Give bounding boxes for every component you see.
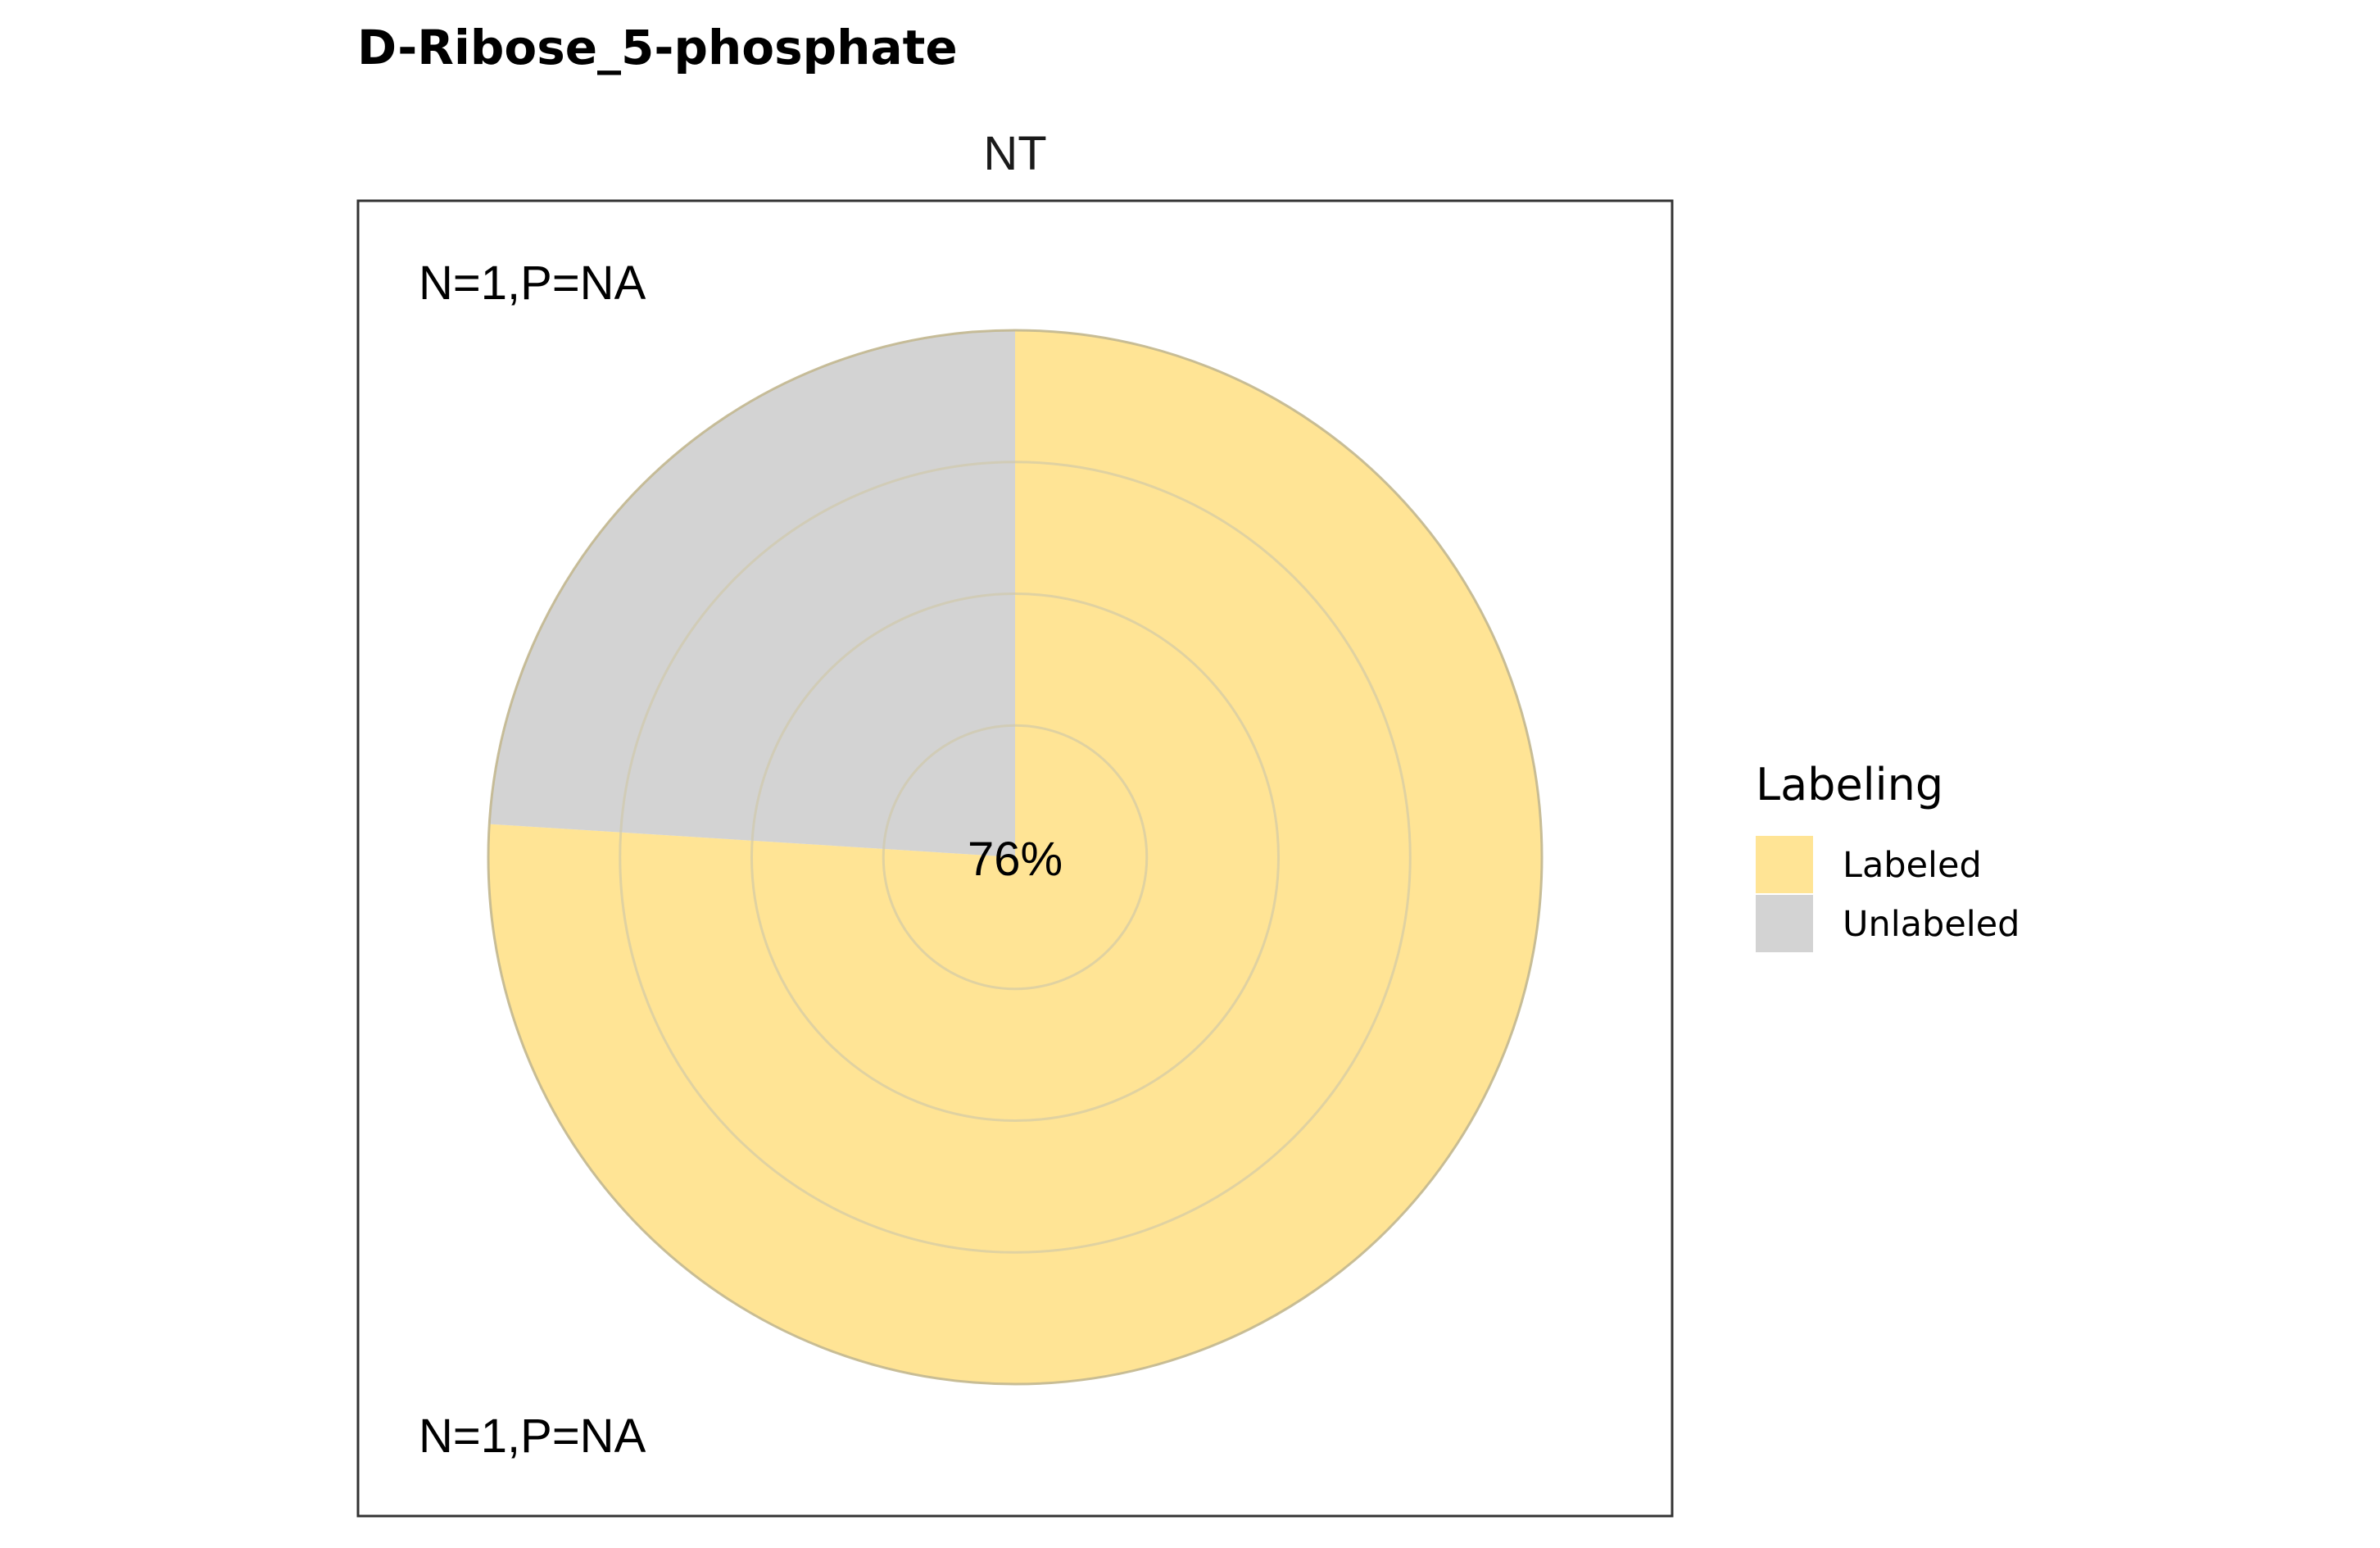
pie-center-label: 76% [968,833,1063,886]
legend-key-unlabeled [1756,895,1813,952]
legend-label-labeled: Labeled [1843,845,1982,886]
grid-ring-1 [882,724,1149,991]
facet-strip-label: NT [983,127,1046,180]
radial-gridlines [487,329,1544,1386]
pie-slices [487,330,1543,1384]
legend-key-labeled [1756,836,1813,893]
annotation-bottom: N=1,P=NA [419,1410,646,1463]
legend-title: Labeling [1756,759,1943,810]
grid-ring-4 [487,329,1544,1386]
grid-ring-3 [619,461,1412,1254]
grid-ring-2 [750,592,1280,1122]
legend: Labeling Labeled Unlabeled [1756,759,2020,952]
legend-label-unlabeled: Unlabeled [1843,904,2020,945]
annotation-top: N=1,P=NA [419,256,646,310]
legend-entries: Labeled Unlabeled [1756,836,2020,952]
pie-slice-unlabeled [489,330,1015,857]
chart-title: D-Ribose_5-phosphate [357,20,958,75]
